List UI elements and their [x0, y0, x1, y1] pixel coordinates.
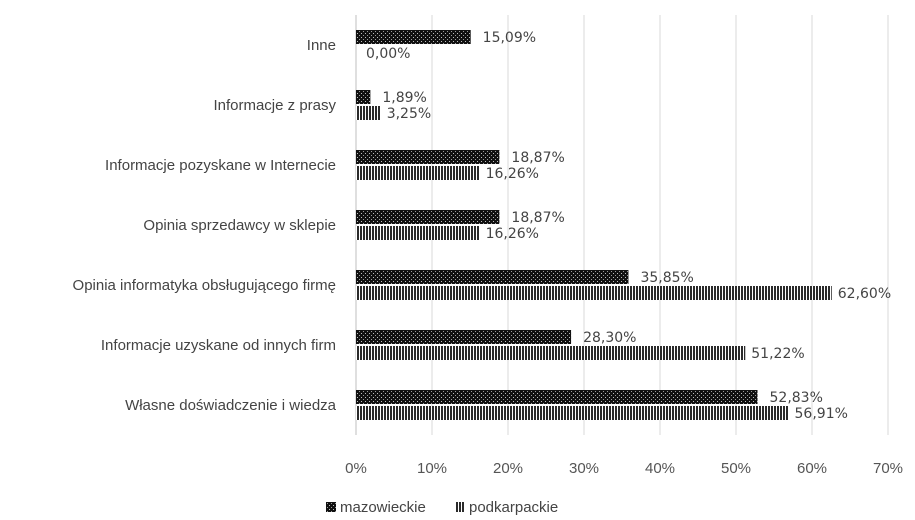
category-label-informacje-uzyskane-od-innych-firm: Informacje uzyskane od innych firm [101, 337, 336, 354]
bar-podkarpackie-opinia-sprzedawcy-w-sklepie [356, 226, 480, 240]
data-label-podkarpackie-opinia-informatyka-obslugujacego-firme: 62,60% [838, 286, 891, 302]
gridlines [355, 15, 889, 435]
category-labels: Inne Informacje z prasy Informacje pozyska… [73, 37, 337, 414]
data-label-podkarpackie-informacje-z-prasy: 3,25% [387, 106, 431, 122]
category-label-wlasne-doswiadczenie-i-wiedza: Własne doświadczenie i wiedza [125, 397, 337, 414]
x-tick-label: 70% [873, 460, 903, 477]
bar-mazowieckie-informacje-z-prasy [356, 90, 371, 104]
bar-mazowieckie-informacje-pozyskane-w-internecie [356, 150, 500, 164]
bar-podkarpackie-wlasne-doswiadczenie-i-wiedza [356, 406, 789, 420]
category-label-opinia-sprzedawcy-w-sklepie: Opinia sprzedawcy w sklepie [143, 217, 336, 234]
bar-podkarpackie-informacje-z-prasy [356, 106, 381, 120]
data-label-podkarpackie-wlasne-doswiadczenie-i-wiedza: 56,91% [795, 406, 848, 422]
bar-mazowieckie-informacje-uzyskane-od-innych-firm [356, 330, 572, 344]
legend-label-mazowieckie: mazowieckie [340, 499, 426, 516]
category-label-informacje-z-prasy: Informacje z prasy [213, 97, 336, 114]
data-label-mazowieckie-informacje-uzyskane-od-innych-firm: 28,30% [583, 330, 636, 346]
x-tick-label: 10% [417, 460, 447, 477]
legend-swatch-mazowieckie [326, 502, 336, 512]
category-label-opinia-informatyka-obslugujacego-firme: Opinia informatyka obsługującego firmę [73, 277, 336, 294]
bar-mazowieckie-opinia-sprzedawcy-w-sklepie [356, 210, 500, 224]
data-label-mazowieckie-informacje-pozyskane-w-internecie: 18,87% [511, 150, 564, 166]
bar-podkarpackie-informacje-pozyskane-w-internecie [356, 166, 480, 180]
bar-podkarpackie-informacje-uzyskane-od-innych-firm [356, 346, 746, 360]
x-axis-ticks: 0% 10% 20% 30% 40% 50% 60% 70% [345, 460, 903, 477]
data-label-podkarpackie-inne: 0,00% [366, 46, 410, 62]
x-tick-label: 40% [645, 460, 675, 477]
bar-mazowieckie-wlasne-doswiadczenie-i-wiedza [356, 390, 758, 404]
data-label-mazowieckie-wlasne-doswiadczenie-i-wiedza: 52,83% [770, 390, 823, 406]
x-tick-label: 50% [721, 460, 751, 477]
bars: 15,09%0,00%1,89%3,25%18,87%16,26%18,87%1… [356, 30, 891, 422]
data-label-mazowieckie-informacje-z-prasy: 1,89% [382, 90, 426, 106]
legend-swatch-podkarpackie [455, 502, 465, 512]
category-label-inne: Inne [307, 37, 336, 54]
bar-podkarpackie-opinia-informatyka-obslugujacego-firme [356, 286, 832, 300]
category-label-informacje-pozyskane-w-internecie: Informacje pozyskane w Internecie [105, 157, 336, 174]
data-label-mazowieckie-opinia-sprzedawcy-w-sklepie: 18,87% [511, 210, 564, 226]
legend: mazowieckie podkarpackie [326, 499, 558, 516]
bar-mazowieckie-inne [356, 30, 471, 44]
data-label-podkarpackie-informacje-pozyskane-w-internecie: 16,26% [486, 166, 539, 182]
x-tick-label: 60% [797, 460, 827, 477]
legend-label-podkarpackie: podkarpackie [469, 499, 558, 516]
x-tick-label: 20% [493, 460, 523, 477]
data-label-mazowieckie-opinia-informatyka-obslugujacego-firme: 35,85% [640, 270, 693, 286]
data-label-mazowieckie-inne: 15,09% [483, 30, 536, 46]
data-label-podkarpackie-opinia-sprzedawcy-w-sklepie: 16,26% [486, 226, 539, 242]
data-label-podkarpackie-informacje-uzyskane-od-innych-firm: 51,22% [751, 346, 804, 362]
x-tick-label: 30% [569, 460, 599, 477]
bar-mazowieckie-opinia-informatyka-obslugujacego-firme [356, 270, 629, 284]
x-tick-label: 0% [345, 460, 367, 477]
